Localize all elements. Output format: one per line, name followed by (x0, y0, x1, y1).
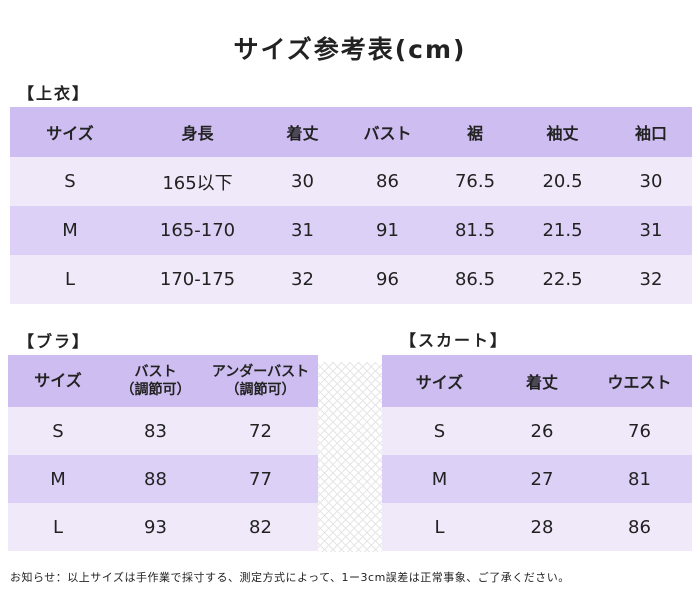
cell: 86.5 (435, 255, 515, 304)
cell: 81 (587, 455, 692, 503)
header-size: サイズ (10, 107, 130, 157)
header-line: （調節可） (225, 382, 296, 398)
table-header-row: サイズ 着丈 ウエスト (382, 355, 692, 407)
cell: 21.5 (515, 206, 610, 255)
cell: L (10, 255, 130, 304)
cell: S (8, 407, 108, 455)
cell: L (382, 503, 497, 551)
cell: 72 (203, 407, 318, 455)
cell: 96 (340, 255, 435, 304)
header-line: バスト (134, 364, 177, 380)
decorative-pattern (318, 362, 382, 552)
cell: 76 (587, 407, 692, 455)
header-bust: バスト （調節可） (108, 355, 203, 407)
header-size: サイズ (382, 355, 497, 407)
table-row: S 83 72 (8, 407, 318, 455)
cell: 30 (610, 157, 692, 206)
table-row: L 93 82 (8, 503, 318, 551)
cell: 170-175 (130, 255, 265, 304)
section-label-bra: 【ブラ】 (18, 332, 91, 351)
table-header-row: サイズ バスト （調節可） アンダーバスト （調節可） (8, 355, 318, 407)
table-header-row: サイズ 身長 着丈 バスト 裾 袖丈 袖口 (10, 107, 692, 157)
cell: 165-170 (130, 206, 265, 255)
header-line: アンダーバスト (211, 364, 310, 380)
cell: 32 (265, 255, 340, 304)
cell: 30 (265, 157, 340, 206)
cell: 31 (610, 206, 692, 255)
table-row: M 27 81 (382, 455, 692, 503)
header-underbust: アンダーバスト （調節可） (203, 355, 318, 407)
header-line: （調節可） (120, 382, 191, 398)
section-label-top: 【上衣】 (18, 84, 91, 103)
cell: L (8, 503, 108, 551)
cell: 86 (340, 157, 435, 206)
cell: 27 (497, 455, 587, 503)
cell: 22.5 (515, 255, 610, 304)
measurement-note: お知らせ：以上サイズは手作業で採寸する、測定方式によって、1ー3cm誤差は正常事… (10, 571, 570, 584)
cell: S (10, 157, 130, 206)
cell: M (8, 455, 108, 503)
cell: 28 (497, 503, 587, 551)
cell: 77 (203, 455, 318, 503)
cell: S (382, 407, 497, 455)
header-length: 着丈 (497, 355, 587, 407)
bra-size-table: サイズ バスト （調節可） アンダーバスト （調節可） S 83 72 M 88… (8, 355, 318, 551)
header-hem: 裾 (435, 107, 515, 157)
cell: 32 (610, 255, 692, 304)
header-line: サイズ (34, 371, 82, 390)
cell: 76.5 (435, 157, 515, 206)
cell: 26 (497, 407, 587, 455)
cell: M (10, 206, 130, 255)
header-height: 身長 (130, 107, 265, 157)
header-waist: ウエスト (587, 355, 692, 407)
cell: 81.5 (435, 206, 515, 255)
header-length: 着丈 (265, 107, 340, 157)
cell: 31 (265, 206, 340, 255)
cell: 82 (203, 503, 318, 551)
table-row: M 88 77 (8, 455, 318, 503)
header-sleeve-length: 袖丈 (515, 107, 610, 157)
header-size: サイズ (8, 355, 108, 407)
table-row: L 28 86 (382, 503, 692, 551)
cell: 20.5 (515, 157, 610, 206)
cell: 88 (108, 455, 203, 503)
top-size-table: サイズ 身長 着丈 バスト 裾 袖丈 袖口 S 165以下 30 86 76.5… (10, 107, 692, 304)
cell: 83 (108, 407, 203, 455)
skirt-size-table: サイズ 着丈 ウエスト S 26 76 M 27 81 L 28 86 (382, 355, 692, 551)
header-cuff: 袖口 (610, 107, 692, 157)
cell: 93 (108, 503, 203, 551)
section-label-skirt: 【スカート】 (400, 331, 509, 350)
table-row: M 165-170 31 91 81.5 21.5 31 (10, 206, 692, 255)
table-row: S 165以下 30 86 76.5 20.5 30 (10, 157, 692, 206)
page-title: サイズ参考表(cm) (233, 35, 467, 64)
table-row: L 170-175 32 96 86.5 22.5 32 (10, 255, 692, 304)
cell: 165以下 (130, 157, 265, 206)
cell: 86 (587, 503, 692, 551)
table-row: S 26 76 (382, 407, 692, 455)
header-bust: バスト (340, 107, 435, 157)
cell: 91 (340, 206, 435, 255)
cell: M (382, 455, 497, 503)
